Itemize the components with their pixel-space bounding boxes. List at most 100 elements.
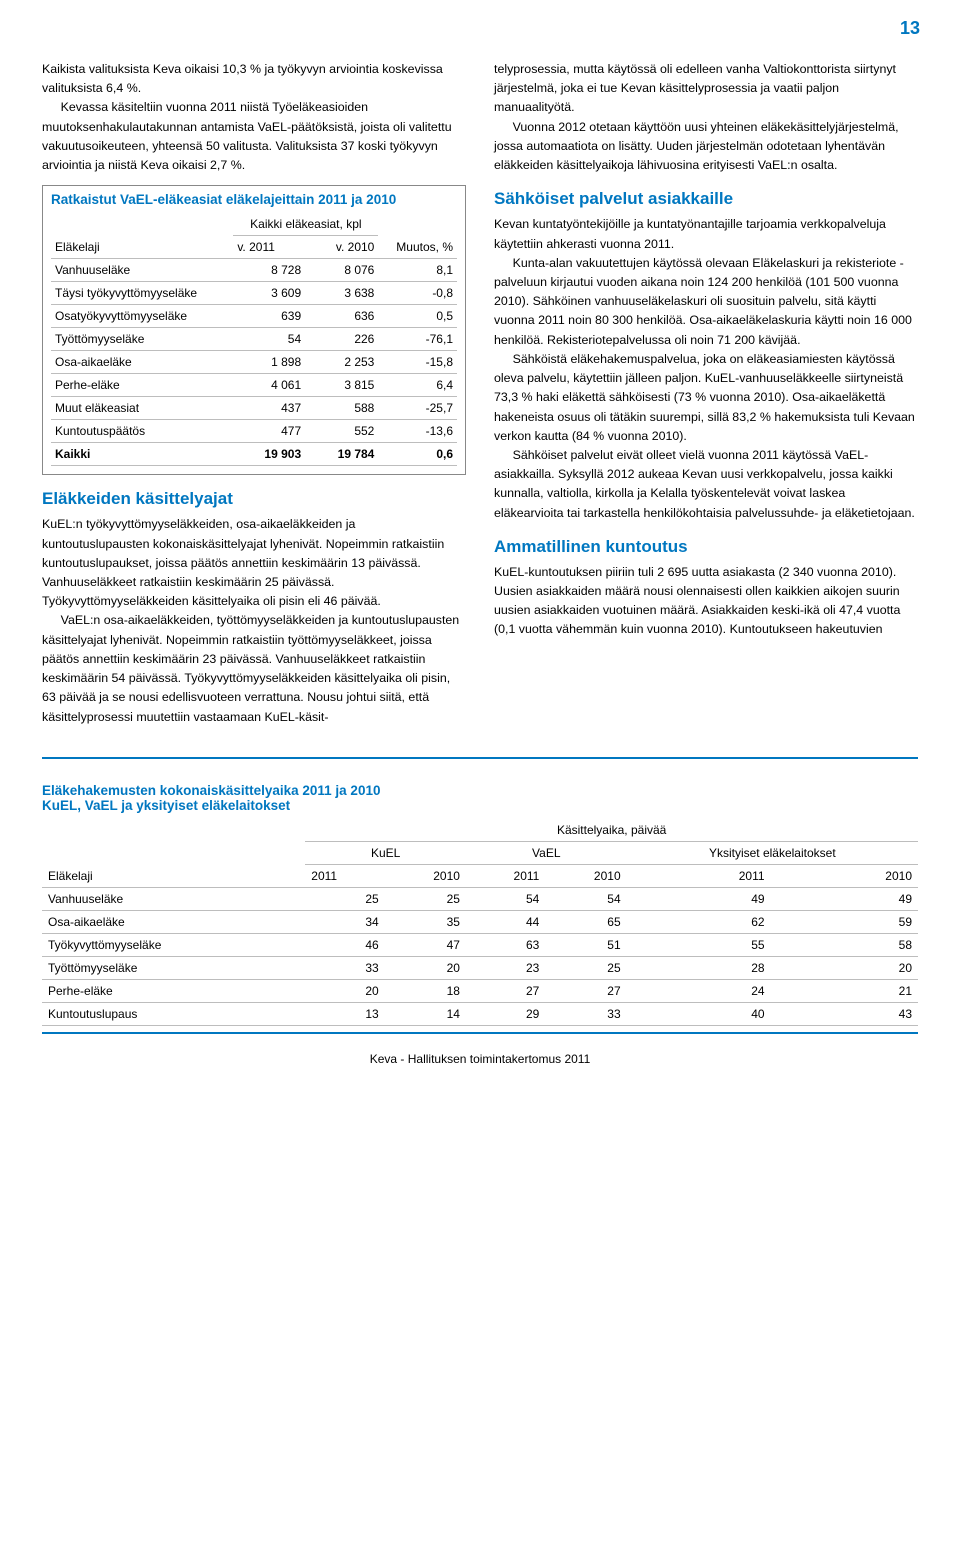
table-cell: 25 bbox=[545, 956, 626, 979]
body-text: KuEL:n työkyvyttömyyseläkkeiden, osa-aik… bbox=[42, 515, 466, 611]
table-cell: -76,1 bbox=[378, 328, 457, 351]
table-cell: 24 bbox=[627, 979, 771, 1002]
wide-table-section: Eläkehakemusten kokonaiskäsittelyaika 20… bbox=[42, 757, 918, 1034]
table-cell: 27 bbox=[466, 979, 545, 1002]
table-cell: 1 898 bbox=[233, 351, 305, 374]
table-cell: -0,8 bbox=[378, 282, 457, 305]
body-text: Kevan kuntatyöntekijöille ja kuntatyönan… bbox=[494, 215, 918, 253]
table-cell: 588 bbox=[305, 397, 378, 420]
table-row: Työttömyyseläke54226-76,1 bbox=[51, 328, 457, 351]
table-cell: -13,6 bbox=[378, 420, 457, 443]
table-row: Perhe-eläke4 0613 8156,4 bbox=[51, 374, 457, 397]
body-text: KuEL-kuntoutuksen piiriin tuli 2 695 uut… bbox=[494, 563, 918, 640]
table-row: Osatyökyvyttömyyseläke6396360,5 bbox=[51, 305, 457, 328]
table-cell: 46 bbox=[305, 933, 384, 956]
table-cell: 477 bbox=[233, 420, 305, 443]
col-header: 2011 bbox=[305, 864, 384, 887]
table-cell: 3 815 bbox=[305, 374, 378, 397]
col-header: 2010 bbox=[771, 864, 918, 887]
table-cell: Työkyvyttömyyseläke bbox=[42, 933, 305, 956]
processing-time-table: Eläkelaji Käsittelyaika, päivää KuEL VaE… bbox=[42, 819, 918, 1026]
table-cell: Kaikki bbox=[51, 443, 233, 466]
table-cell: 2 253 bbox=[305, 351, 378, 374]
table-cell: 33 bbox=[545, 1002, 626, 1025]
table-cell: Täysi työkyvyttömyyseläke bbox=[51, 282, 233, 305]
table-cell: 33 bbox=[305, 956, 384, 979]
table-cell: 20 bbox=[385, 956, 466, 979]
body-text: VaEL:n osa-aikaeläkkeiden, työttömyyselä… bbox=[42, 611, 466, 726]
table-row: Vanhuuseläke252554544949 bbox=[42, 887, 918, 910]
table-cell: 19 784 bbox=[305, 443, 378, 466]
table-row: Työkyvyttömyyseläke464763515558 bbox=[42, 933, 918, 956]
table-cell: 25 bbox=[385, 887, 466, 910]
vael-cases-table: Eläkelaji Kaikki eläkeasiat, kpl Muutos,… bbox=[51, 213, 457, 466]
table-cell: 21 bbox=[771, 979, 918, 1002]
page-footer: Keva - Hallituksen toimintakertomus 2011 bbox=[42, 1052, 918, 1066]
col-header: 2010 bbox=[385, 864, 466, 887]
left-column: Kaikista valituksista Keva oikaisi 10,3 … bbox=[42, 60, 466, 727]
table-cell: 27 bbox=[545, 979, 626, 1002]
body-text: Sähköiset palvelut eivät olleet vielä vu… bbox=[494, 446, 918, 523]
col-header: 2011 bbox=[627, 864, 771, 887]
table-cell: 44 bbox=[466, 910, 545, 933]
table-cell: 62 bbox=[627, 910, 771, 933]
table-cell: 54 bbox=[466, 887, 545, 910]
table-cell: 43 bbox=[771, 1002, 918, 1025]
table-cell: Kuntoutuspäätös bbox=[51, 420, 233, 443]
table-cell: 34 bbox=[305, 910, 384, 933]
body-text: Kunta-alan vakuutettujen käytössä olevaa… bbox=[494, 254, 918, 350]
table-cell: Perhe-eläke bbox=[42, 979, 305, 1002]
table-cell: 8 076 bbox=[305, 259, 378, 282]
table-row: Muut eläkeasiat437588-25,7 bbox=[51, 397, 457, 420]
table-row: Kuntoutuslupaus131429334043 bbox=[42, 1002, 918, 1025]
table-cell: 40 bbox=[627, 1002, 771, 1025]
table-row: Osa-aikaeläke1 8982 253-15,8 bbox=[51, 351, 457, 374]
table-cell: 51 bbox=[545, 933, 626, 956]
table-row: Työttömyyseläke332023252820 bbox=[42, 956, 918, 979]
table-cell: 35 bbox=[385, 910, 466, 933]
table-cell: 3 638 bbox=[305, 282, 378, 305]
table-cell: 65 bbox=[545, 910, 626, 933]
col-header: KuEL bbox=[305, 841, 466, 864]
table-cell: 19 903 bbox=[233, 443, 305, 466]
body-text: Sähköistä eläkehakemuspalvelua, joka on … bbox=[494, 350, 918, 446]
table-cell: 20 bbox=[771, 956, 918, 979]
table-cell: 636 bbox=[305, 305, 378, 328]
table-cell: 28 bbox=[627, 956, 771, 979]
table-cell: 25 bbox=[305, 887, 384, 910]
table-caption: Ratkaistut VaEL-eläkeasiat eläkelajeitta… bbox=[51, 192, 457, 207]
table-cell: 20 bbox=[305, 979, 384, 1002]
table-row: Perhe-eläke201827272421 bbox=[42, 979, 918, 1002]
table-cell: 49 bbox=[771, 887, 918, 910]
table-caption: Eläkehakemusten kokonaiskäsittelyaika 20… bbox=[42, 783, 918, 813]
col-header-group: Käsittelyaika, päivää bbox=[305, 819, 918, 842]
table-cell: 59 bbox=[771, 910, 918, 933]
body-text: Kaikista valituksista Keva oikaisi 10,3 … bbox=[42, 60, 466, 98]
table-cell: 0,5 bbox=[378, 305, 457, 328]
col-header: v. 2011 bbox=[233, 236, 305, 259]
table-row: Täysi työkyvyttömyyseläke3 6093 638-0,8 bbox=[51, 282, 457, 305]
table-cell: 63 bbox=[466, 933, 545, 956]
table-box: Ratkaistut VaEL-eläkeasiat eläkelajeitta… bbox=[42, 185, 466, 475]
table-cell: Vanhuuseläke bbox=[51, 259, 233, 282]
table-cell: Kuntoutuslupaus bbox=[42, 1002, 305, 1025]
table-cell: 23 bbox=[466, 956, 545, 979]
page: 13 Kaikista valituksista Keva oikaisi 10… bbox=[0, 0, 960, 1096]
table-cell: 437 bbox=[233, 397, 305, 420]
two-column-layout: Kaikista valituksista Keva oikaisi 10,3 … bbox=[42, 60, 918, 727]
section-heading: Ammatillinen kuntoutus bbox=[494, 537, 918, 557]
table-total-row: Kaikki19 90319 7840,6 bbox=[51, 443, 457, 466]
table-cell: Osa-aikaeläke bbox=[51, 351, 233, 374]
col-header: v. 2010 bbox=[305, 236, 378, 259]
table-row: Kuntoutuspäätös477552-13,6 bbox=[51, 420, 457, 443]
table-cell: 552 bbox=[305, 420, 378, 443]
col-header: VaEL bbox=[466, 841, 627, 864]
table-cell: Osatyökyvyttömyyseläke bbox=[51, 305, 233, 328]
table-cell: Työttömyyseläke bbox=[42, 956, 305, 979]
col-header: Eläkelaji bbox=[42, 819, 305, 888]
table-cell: -15,8 bbox=[378, 351, 457, 374]
table-cell: 8,1 bbox=[378, 259, 457, 282]
page-number: 13 bbox=[900, 18, 920, 39]
body-text: telyprosessia, mutta käytössä oli edelle… bbox=[494, 60, 918, 118]
table-cell: Muut eläkeasiat bbox=[51, 397, 233, 420]
